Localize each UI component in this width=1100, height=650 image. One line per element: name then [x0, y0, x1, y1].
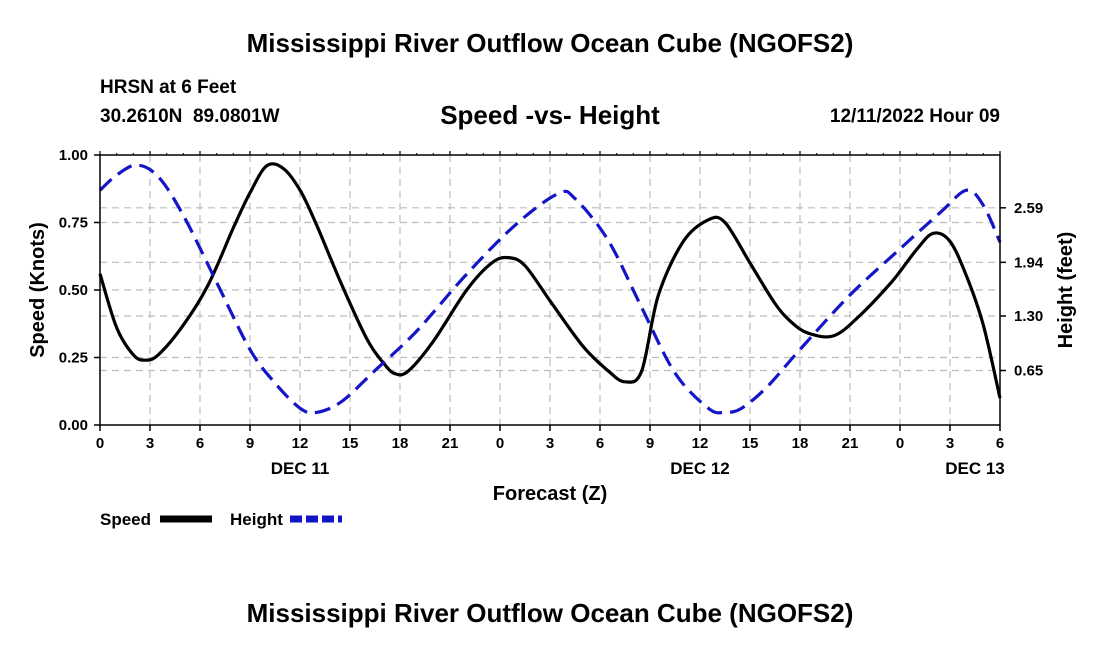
x-tick-label: 0: [96, 435, 104, 452]
y2-tick-label: 1.30: [1014, 308, 1043, 325]
axes: 0 3 6 9 12 15 18 21 0 3 6 9 12 15 18 21 0 3 6 0.00 0.25 0.50 0…: [59, 147, 1044, 478]
x-tick-label: 18: [792, 435, 809, 452]
x-tick-label: 18: [392, 435, 409, 452]
y-tick-label: 1.00: [59, 147, 88, 164]
x-tick-label: 21: [442, 435, 459, 452]
date-label: DEC 13: [945, 459, 1005, 478]
x-tick-label: 9: [246, 435, 254, 452]
speed-height-chart: 0 3 6 9 12 15 18 21 0 3 6 9 12 15 18 21 0 3 6 0.00 0.25 0.50 0…: [27, 147, 1077, 529]
x-tick-label: 3: [146, 435, 154, 452]
y2-tick-label: 0.65: [1014, 362, 1043, 379]
grid-lines: [100, 155, 1000, 425]
x-tick-label: 12: [292, 435, 309, 452]
x-tick-label: 15: [742, 435, 759, 452]
station-name: HRSN at 6 Feet: [100, 77, 237, 98]
x-tick-label: 12: [692, 435, 709, 452]
legend: Speed Height: [100, 510, 342, 529]
series-line-speed: [98, 162, 1002, 399]
date-label: DEC 11: [271, 459, 330, 478]
series-line-height: [98, 163, 1002, 415]
y2-axis-label: Height (feet): [1055, 232, 1077, 349]
x-tick-label: 6: [196, 435, 204, 452]
x-tick-label: 15: [342, 435, 359, 452]
y2-tick-label: 2.59: [1014, 200, 1043, 217]
footer-title: Mississippi River Outflow Ocean Cube (NG…: [246, 598, 854, 628]
forecast-time: 12/11/2022 Hour 09: [829, 106, 1000, 127]
legend-label-speed: Speed: [100, 510, 151, 529]
x-tick-label: 21: [842, 435, 859, 452]
y-tick-label: 0.50: [59, 282, 88, 299]
legend-label-height: Height: [230, 510, 283, 529]
x-tick-label: 3: [946, 435, 954, 452]
date-label: DEC 12: [670, 459, 730, 478]
x-tick-label: 9: [646, 435, 654, 452]
x-tick-label: 6: [596, 435, 604, 452]
x-tick-label: 3: [546, 435, 554, 452]
station-coords: 30.2610N 89.0801W: [100, 106, 280, 127]
y-tick-label: 0.00: [59, 417, 88, 434]
series-layer: [98, 162, 1002, 415]
page-title: Mississippi River Outflow Ocean Cube (NG…: [246, 28, 854, 58]
y-axis-label: Speed (Knots): [27, 222, 49, 358]
y-tick-label: 0.25: [59, 350, 88, 367]
x-tick-label: 0: [896, 435, 904, 452]
x-axis-label: Forecast (Z): [493, 483, 607, 505]
y2-tick-label: 1.94: [1014, 254, 1044, 271]
x-tick-label: 6: [996, 435, 1004, 452]
chart-title: Speed -vs- Height: [440, 100, 660, 130]
x-tick-label: 0: [496, 435, 504, 452]
y-tick-label: 0.75: [59, 215, 88, 232]
